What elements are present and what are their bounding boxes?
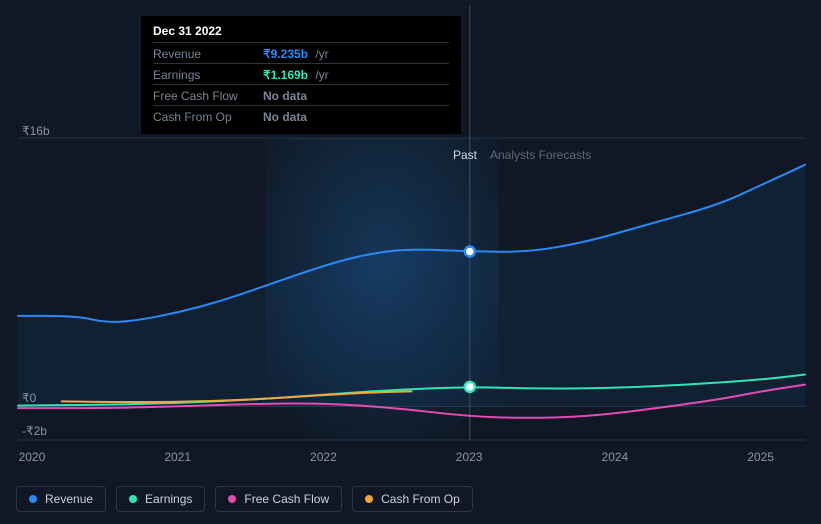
x-tick-2022: 2022 xyxy=(310,450,337,464)
financials-chart: ₹16b ₹0 -₹2b Past Analysts Forecasts 202… xyxy=(0,0,821,524)
legend-cfo[interactable]: Cash From Op xyxy=(352,486,473,512)
chart-tooltip: Dec 31 2022 Revenue₹9.235b /yrEarnings₹1… xyxy=(141,16,461,134)
legend-dot-icon xyxy=(228,495,236,503)
y-tick-0: ₹0 xyxy=(22,391,36,405)
tooltip-row-earnings: Earnings₹1.169b /yr xyxy=(153,63,449,84)
x-tick-2025: 2025 xyxy=(747,450,774,464)
marker-dot-earnings xyxy=(465,382,475,392)
legend-revenue[interactable]: Revenue xyxy=(16,486,106,512)
tooltip-value: No data xyxy=(263,110,307,124)
legend-label: Revenue xyxy=(45,492,93,506)
tooltip-row-revenue: Revenue₹9.235b /yr xyxy=(153,42,449,63)
legend-label: Free Cash Flow xyxy=(244,492,329,506)
marker-dot-revenue xyxy=(465,247,475,257)
tooltip-value: ₹9.235b /yr xyxy=(263,47,329,61)
tooltip-row-cash-from-op: Cash From OpNo data xyxy=(153,105,449,126)
y-tick-16b: ₹16b xyxy=(22,124,50,138)
tooltip-date: Dec 31 2022 xyxy=(153,24,449,38)
section-label-past: Past xyxy=(453,148,477,162)
legend-label: Cash From Op xyxy=(381,492,460,506)
tooltip-label: Earnings xyxy=(153,68,263,82)
legend-dot-icon xyxy=(29,495,37,503)
legend-dot-icon xyxy=(365,495,373,503)
y-tick-neg2b: -₹2b xyxy=(22,424,47,438)
legend: Revenue Earnings Free Cash Flow Cash From O… xyxy=(16,486,473,512)
tooltip-label: Cash From Op xyxy=(153,110,263,124)
tooltip-value: ₹1.169b /yr xyxy=(263,68,329,82)
section-label-forecast: Analysts Forecasts xyxy=(490,148,591,162)
legend-dot-icon xyxy=(129,495,137,503)
x-tick-2020: 2020 xyxy=(19,450,46,464)
tooltip-label: Revenue xyxy=(153,47,263,61)
tooltip-value: No data xyxy=(263,89,307,103)
legend-earnings[interactable]: Earnings xyxy=(116,486,205,512)
x-tick-2021: 2021 xyxy=(164,450,191,464)
tooltip-row-free-cash-flow: Free Cash FlowNo data xyxy=(153,84,449,105)
x-tick-2024: 2024 xyxy=(602,450,629,464)
x-tick-2023: 2023 xyxy=(456,450,483,464)
legend-fcf[interactable]: Free Cash Flow xyxy=(215,486,342,512)
tooltip-label: Free Cash Flow xyxy=(153,89,263,103)
legend-label: Earnings xyxy=(145,492,192,506)
